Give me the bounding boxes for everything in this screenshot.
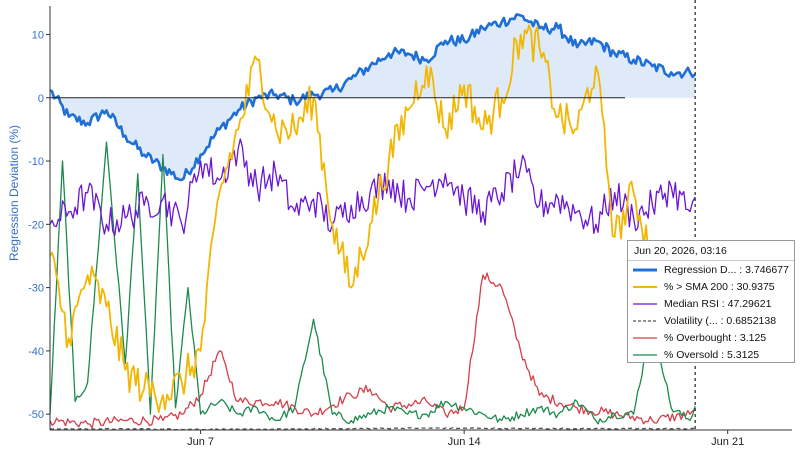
tooltip-rows: Regression D... : 3.746677 % > SMA 200 : …	[628, 261, 794, 363]
tooltip-text-regression: Regression D... : 3.746677	[664, 263, 789, 276]
tooltip-text-rsi: Median RSI : 47.29621	[664, 297, 772, 310]
hover-tooltip: Jun 20, 2026, 03:16 Regression D... : 3.…	[627, 240, 795, 363]
y-axis-label: Regression Deviation (%)	[7, 125, 21, 261]
x-tick-label: Jun 21	[711, 436, 744, 448]
y-tick-label: -50	[28, 409, 44, 421]
tooltip-text-overbought: % Overbought : 3.125	[664, 331, 767, 344]
tooltip-text-volatility: Volatility (... : 0.6852138	[664, 314, 777, 327]
series-line-overbought	[49, 272, 696, 429]
tooltip-text-oversold: % Oversold : 5.3125	[664, 348, 760, 361]
series-line-volatility	[49, 427, 696, 431]
y-tick-label: -30	[28, 283, 44, 295]
tooltip-swatch-regression	[633, 268, 657, 271]
tooltip-row-volatility: Volatility (... : 0.6852138	[628, 312, 794, 329]
tooltip-row-regression: Regression D... : 3.746677	[628, 261, 794, 278]
tooltip-row-rsi: Median RSI : 47.29621	[628, 295, 794, 312]
tooltip-swatch-overbought	[633, 336, 657, 339]
series-line-oversold	[49, 141, 696, 425]
series-layer	[49, 13, 697, 431]
tooltip-swatch-rsi	[633, 302, 657, 305]
tooltip-swatch-sma200	[633, 285, 657, 288]
y-tick-label: -20	[28, 219, 44, 231]
tooltip-row-oversold: % Oversold : 5.3125	[628, 346, 794, 363]
tooltip-swatch-oversold	[633, 353, 657, 356]
tooltip-row-sma200: % > SMA 200 : 30.9375	[628, 278, 794, 295]
y-tick-label: -40	[28, 346, 44, 358]
x-tick-label: Jun 14	[448, 436, 481, 448]
y-tick-label: -10	[28, 156, 44, 168]
y-tick-label: 10	[32, 29, 44, 41]
tooltip-text-sma200: % > SMA 200 : 30.9375	[664, 280, 775, 293]
series-line-rsi	[49, 138, 696, 236]
axis-layer: 10 0 -10 -20 -30 -40 -50 Jun 7 Jun 14 Jun 21	[28, 6, 792, 448]
tooltip-row-overbought: % Overbought : 3.125	[628, 329, 794, 346]
tooltip-swatch-volatility	[633, 319, 657, 322]
series-line-regression	[49, 13, 697, 182]
y-tick-label: 0	[38, 93, 44, 105]
tooltip-header: Jun 20, 2026, 03:16	[628, 241, 794, 261]
x-tick-label: Jun 7	[187, 436, 214, 448]
series-line-sma200	[49, 24, 697, 413]
